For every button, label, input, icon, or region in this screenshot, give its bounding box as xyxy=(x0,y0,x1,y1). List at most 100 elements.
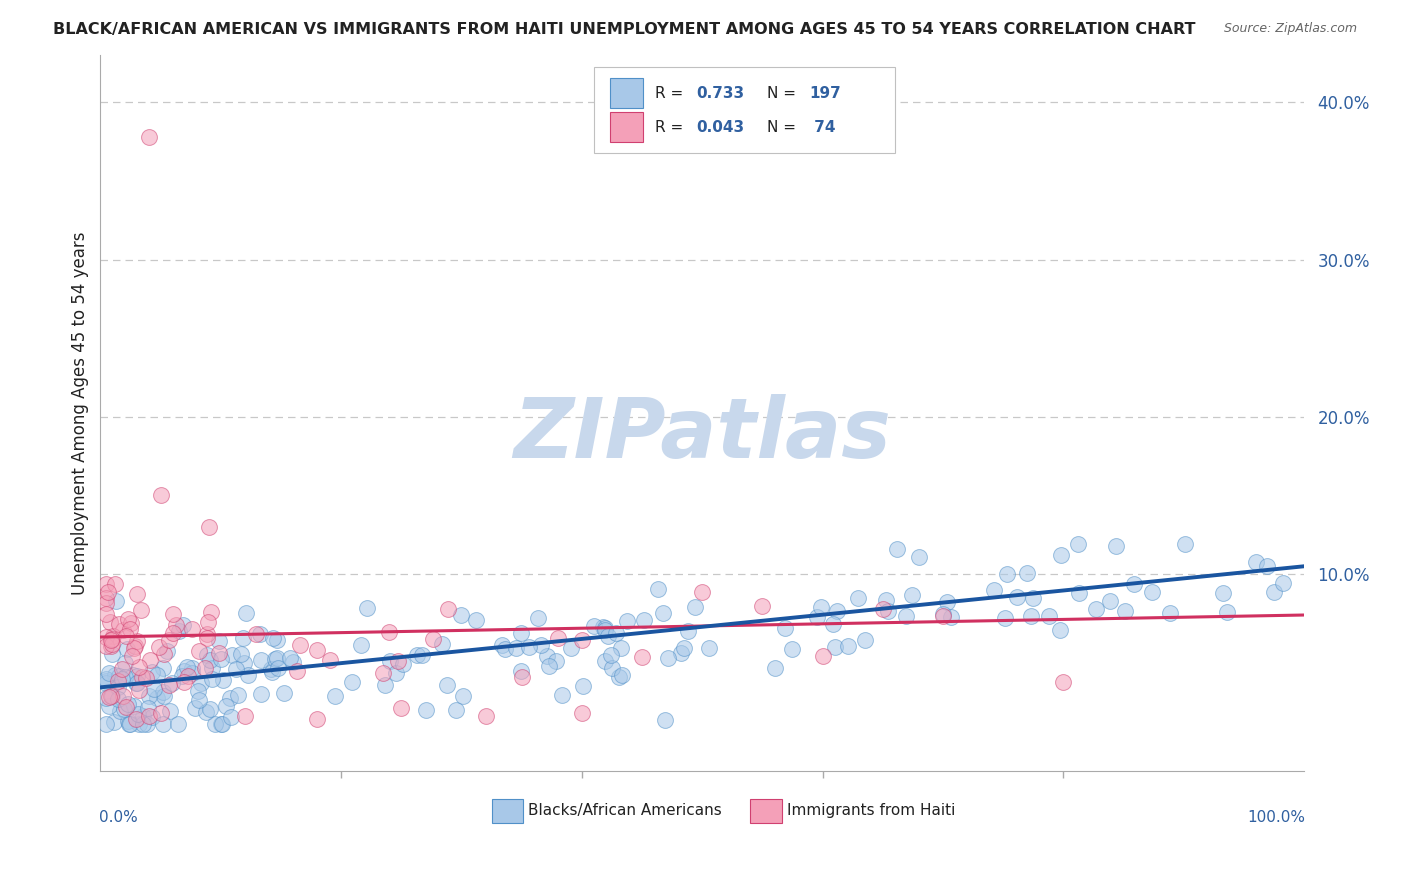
Point xyxy=(108,616,131,631)
Text: Blacks/African Americans: Blacks/African Americans xyxy=(527,804,721,818)
Point xyxy=(571,678,593,692)
Point xyxy=(211,673,233,688)
Text: ZIPatlas: ZIPatlas xyxy=(513,394,891,475)
Point xyxy=(444,703,467,717)
Point xyxy=(530,638,553,652)
Point xyxy=(181,661,204,675)
Point xyxy=(131,708,153,723)
Point xyxy=(450,607,472,622)
Point xyxy=(607,670,630,684)
Bar xyxy=(610,112,644,143)
Point xyxy=(152,716,174,731)
Point xyxy=(773,621,796,635)
Point xyxy=(128,683,150,698)
Point xyxy=(932,608,955,623)
Point xyxy=(846,591,869,605)
FancyBboxPatch shape xyxy=(593,67,894,153)
Point xyxy=(111,672,134,686)
Point xyxy=(593,621,616,635)
Text: 100.0%: 100.0% xyxy=(1247,810,1305,825)
Point xyxy=(115,642,138,657)
Point xyxy=(537,658,560,673)
Bar xyxy=(610,78,644,108)
Point xyxy=(669,646,692,660)
Point xyxy=(616,614,638,628)
Point xyxy=(437,602,460,616)
Point xyxy=(387,655,409,669)
Point xyxy=(245,627,267,641)
Point xyxy=(505,641,527,656)
Point xyxy=(200,673,222,687)
Point xyxy=(527,611,550,625)
Point xyxy=(827,604,849,618)
Point xyxy=(108,704,131,718)
Point xyxy=(1084,601,1107,615)
Point xyxy=(323,690,346,704)
Point xyxy=(100,640,122,654)
Point xyxy=(211,716,233,731)
Point xyxy=(763,661,786,675)
Text: N =: N = xyxy=(768,86,801,101)
Point xyxy=(107,681,129,695)
Text: R =: R = xyxy=(655,120,689,135)
Point xyxy=(406,648,429,663)
Point xyxy=(908,549,931,564)
Point xyxy=(188,643,211,657)
Point xyxy=(517,640,540,654)
Point xyxy=(104,577,127,591)
Point xyxy=(165,618,187,632)
Point xyxy=(159,704,181,718)
Point xyxy=(97,585,120,599)
Point xyxy=(342,674,364,689)
Point xyxy=(266,650,288,665)
Point xyxy=(510,670,533,684)
Point xyxy=(160,675,183,690)
Point xyxy=(1099,594,1122,608)
Point xyxy=(647,582,669,596)
Point xyxy=(107,674,129,689)
Point xyxy=(886,541,908,556)
Point xyxy=(226,688,249,702)
Point xyxy=(1212,586,1234,600)
Point xyxy=(121,649,143,664)
Point xyxy=(136,716,159,731)
Point xyxy=(138,129,160,144)
Point xyxy=(225,662,247,676)
Point xyxy=(1256,559,1278,574)
Point xyxy=(221,648,243,662)
Point xyxy=(260,662,283,676)
Point xyxy=(172,618,194,632)
Point xyxy=(117,612,139,626)
Text: N =: N = xyxy=(768,120,801,135)
Point xyxy=(596,629,619,643)
Point xyxy=(307,642,329,657)
Bar xyxy=(492,798,523,823)
Point xyxy=(751,599,773,613)
Point xyxy=(208,634,231,648)
Point xyxy=(593,623,616,637)
Point xyxy=(232,632,254,646)
Point xyxy=(219,710,242,724)
Point xyxy=(111,662,134,676)
Point xyxy=(1038,608,1060,623)
Point xyxy=(201,661,224,675)
Point xyxy=(392,657,415,671)
Point xyxy=(250,653,273,667)
Point xyxy=(188,693,211,707)
Point xyxy=(96,607,118,621)
Point xyxy=(115,630,138,644)
Point xyxy=(139,652,162,666)
Point xyxy=(876,604,898,618)
Point xyxy=(100,689,122,703)
Text: 197: 197 xyxy=(810,86,841,101)
Point xyxy=(231,647,253,661)
Point xyxy=(371,665,394,680)
Point xyxy=(1174,536,1197,550)
Point xyxy=(385,665,408,680)
Point xyxy=(430,637,453,651)
Point xyxy=(1019,609,1042,624)
Point xyxy=(129,603,152,617)
Point xyxy=(162,625,184,640)
Point xyxy=(117,697,139,711)
Point xyxy=(141,710,163,724)
